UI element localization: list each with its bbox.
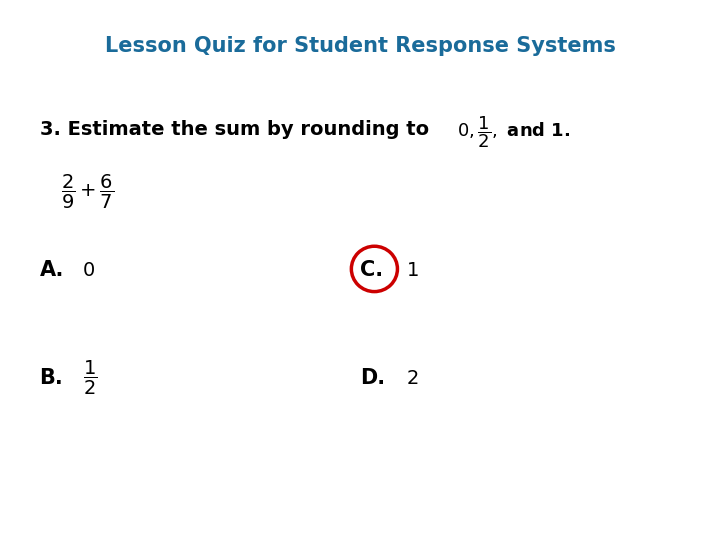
Text: A.: A.: [40, 260, 64, 280]
Text: 2: 2: [407, 368, 419, 388]
Text: D.: D.: [360, 368, 385, 388]
Text: Lesson Quiz for Student Response Systems: Lesson Quiz for Student Response Systems: [104, 36, 616, 56]
Text: $0, \dfrac{1}{2},$ and 1.: $0, \dfrac{1}{2},$ and 1.: [457, 114, 571, 150]
Text: $\dfrac{2}{9}+\dfrac{6}{7}$: $\dfrac{2}{9}+\dfrac{6}{7}$: [61, 173, 114, 211]
Text: 0: 0: [83, 260, 95, 280]
Text: 1: 1: [407, 260, 419, 280]
Text: B.: B.: [40, 368, 63, 388]
Text: C.: C.: [360, 260, 383, 280]
Text: $\dfrac{1}{2}$: $\dfrac{1}{2}$: [83, 359, 97, 397]
Text: 3. Estimate the sum by rounding to: 3. Estimate the sum by rounding to: [40, 120, 428, 139]
